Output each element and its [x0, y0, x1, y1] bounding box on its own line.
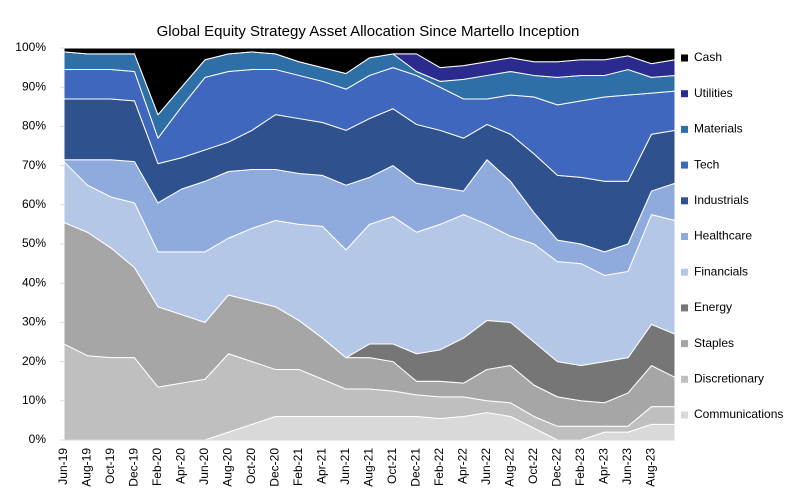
x-tick-label: Jun-19 [56, 448, 70, 485]
x-tick-label: Aug-22 [503, 448, 517, 487]
area [63, 47, 676, 116]
x-tick-label: Aug-23 [644, 448, 658, 487]
x-tick-label: Aug-19 [80, 448, 94, 487]
legend-label: Staples [694, 336, 734, 350]
x-tick-label: Dec-21 [409, 448, 423, 487]
x-tick-label: Dec-19 [127, 448, 141, 487]
x-tick-label: Jun-22 [479, 448, 493, 485]
legend-swatch [681, 54, 688, 62]
legend-swatch [681, 90, 688, 98]
x-tick-label: Aug-20 [221, 448, 235, 487]
y-tick-label: 30% [22, 315, 46, 329]
y-tick-label: 90% [22, 79, 46, 93]
legend-swatch [681, 304, 688, 312]
y-tick-label: 40% [22, 275, 46, 289]
legend-label: Healthcare [694, 229, 752, 243]
legend-label: Communications [694, 407, 783, 421]
y-tick-label: 80% [22, 119, 46, 133]
y-tick-label: 50% [22, 236, 46, 250]
legend-swatch [681, 233, 688, 240]
legend-label: Tech [694, 157, 719, 171]
y-tick-label: 100% [15, 40, 46, 54]
legend-label: Materials [694, 122, 743, 136]
x-tick-label: Dec-22 [550, 448, 564, 487]
legend-label: Utilities [694, 86, 733, 100]
x-tick-label: Feb-20 [150, 448, 164, 486]
x-tick-label: Aug-21 [362, 448, 376, 487]
x-tick-label: Oct-22 [526, 448, 540, 484]
x-tick-label: Oct-21 [385, 448, 399, 484]
x-tick-label: Apr-22 [456, 448, 470, 484]
x-tick-label: Feb-23 [573, 448, 587, 486]
y-tick-label: 20% [22, 354, 46, 368]
legend-swatch [681, 125, 688, 133]
legend-swatch [681, 268, 688, 276]
y-tick-label: 10% [22, 393, 46, 407]
legend-swatch [681, 411, 688, 419]
x-tick-label: Feb-21 [291, 448, 305, 486]
legend-label: Financials [694, 264, 748, 278]
legend-swatch [681, 197, 688, 205]
x-tick-label: Oct-19 [103, 448, 117, 484]
legend-label: Discretionary [694, 371, 764, 385]
x-tick-label: Apr-21 [315, 448, 329, 484]
legend-label: Energy [694, 300, 732, 314]
x-tick-label: Feb-22 [432, 448, 446, 486]
x-tick-label: Jun-23 [620, 448, 634, 485]
legend-swatch [681, 375, 688, 383]
x-tick-label: Jun-21 [338, 448, 352, 485]
x-tick-label: Apr-23 [597, 448, 611, 484]
x-tick-label: Dec-20 [268, 448, 282, 487]
x-tick-label: Oct-20 [244, 448, 258, 484]
x-tick-label: Apr-20 [174, 448, 188, 484]
y-tick-label: 60% [22, 197, 46, 211]
legend-label: Industrials [694, 193, 749, 207]
chart-title: Global Equity Strategy Asset Allocation … [157, 23, 580, 40]
legend-label: Cash [694, 50, 722, 64]
y-tick-label: 70% [22, 158, 46, 172]
legend-swatch [681, 161, 688, 169]
y-tick-label: 0% [29, 432, 47, 446]
legend-swatch [681, 340, 688, 348]
x-tick-label: Jun-20 [197, 448, 211, 485]
